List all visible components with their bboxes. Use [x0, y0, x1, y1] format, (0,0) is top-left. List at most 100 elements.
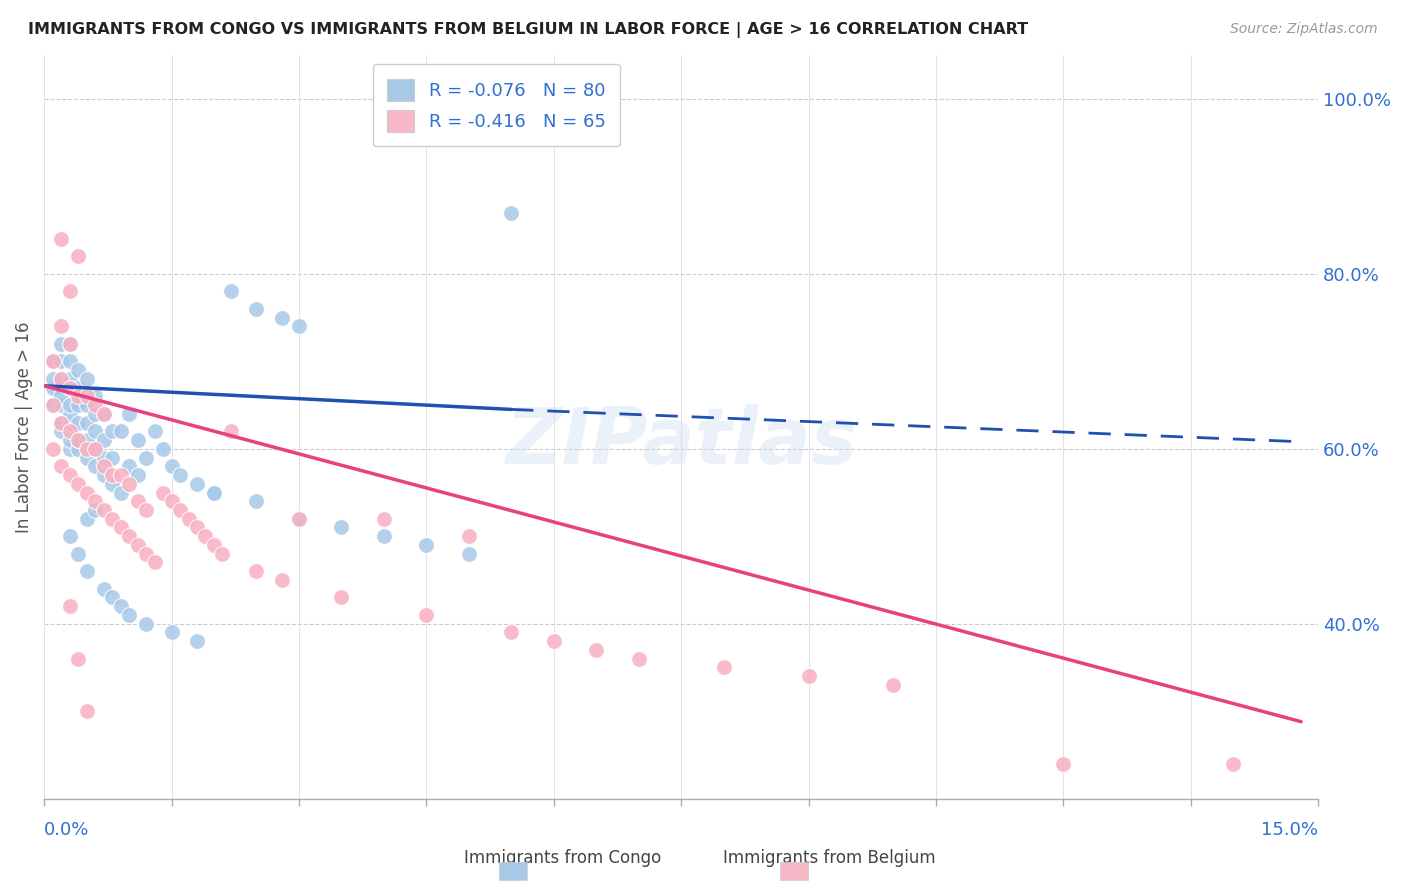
- Point: [93, 468, 115, 483]
- Point: [143, 424, 166, 438]
- Point: [93, 459, 115, 474]
- Point: [245, 494, 267, 508]
- Point: [41, 398, 63, 412]
- Text: IMMIGRANTS FROM CONGO VS IMMIGRANTS FROM BELGIUM IN LABOR FORCE | AGE > 16 CORRE: IMMIGRANTS FROM CONGO VS IMMIGRANTS FROM…: [28, 22, 1028, 38]
- Point: [135, 503, 157, 517]
- Point: [84, 442, 107, 456]
- Point: [219, 424, 242, 438]
- Point: [152, 442, 174, 456]
- Point: [41, 398, 63, 412]
- Point: [67, 651, 90, 665]
- Point: [135, 616, 157, 631]
- Point: [49, 336, 72, 351]
- Point: [118, 529, 141, 543]
- Point: [177, 512, 200, 526]
- Point: [58, 380, 80, 394]
- Point: [101, 476, 124, 491]
- Point: [110, 468, 132, 483]
- Point: [627, 651, 650, 665]
- Point: [84, 398, 107, 412]
- Point: [211, 547, 233, 561]
- Point: [67, 380, 90, 394]
- Point: [67, 389, 90, 403]
- Point: [93, 433, 115, 447]
- Point: [76, 372, 98, 386]
- Point: [58, 336, 80, 351]
- Point: [58, 529, 80, 543]
- Point: [49, 232, 72, 246]
- Point: [58, 354, 80, 368]
- Point: [76, 416, 98, 430]
- Point: [49, 398, 72, 412]
- Point: [127, 538, 149, 552]
- Point: [67, 249, 90, 263]
- Point: [169, 468, 191, 483]
- Point: [202, 538, 225, 552]
- Point: [160, 625, 183, 640]
- Point: [76, 512, 98, 526]
- Point: [58, 442, 80, 456]
- Point: [288, 319, 311, 334]
- Point: [93, 503, 115, 517]
- Point: [76, 564, 98, 578]
- Point: [101, 512, 124, 526]
- Point: [76, 398, 98, 412]
- Point: [84, 389, 107, 403]
- Point: [160, 494, 183, 508]
- Point: [41, 354, 63, 368]
- Point: [67, 363, 90, 377]
- Point: [194, 529, 217, 543]
- Point: [58, 433, 80, 447]
- Point: [415, 607, 437, 622]
- Text: Source: ZipAtlas.com: Source: ZipAtlas.com: [1230, 22, 1378, 37]
- Point: [797, 669, 820, 683]
- Point: [93, 407, 115, 421]
- Point: [882, 678, 904, 692]
- Point: [135, 450, 157, 465]
- Point: [271, 573, 294, 587]
- Point: [160, 459, 183, 474]
- Point: [67, 433, 90, 447]
- Point: [84, 503, 107, 517]
- Point: [76, 704, 98, 718]
- Point: [202, 485, 225, 500]
- Point: [219, 285, 242, 299]
- Point: [93, 582, 115, 596]
- Y-axis label: In Labor Force | Age > 16: In Labor Force | Age > 16: [15, 321, 32, 533]
- Point: [1222, 756, 1244, 771]
- Point: [373, 529, 395, 543]
- Text: Immigrants from Congo: Immigrants from Congo: [464, 849, 661, 867]
- Point: [202, 485, 225, 500]
- Point: [110, 424, 132, 438]
- Point: [49, 319, 72, 334]
- Point: [41, 354, 63, 368]
- Point: [76, 450, 98, 465]
- Point: [127, 494, 149, 508]
- Point: [127, 468, 149, 483]
- Point: [58, 599, 80, 614]
- Point: [543, 634, 565, 648]
- Point: [93, 450, 115, 465]
- Point: [67, 476, 90, 491]
- Point: [49, 372, 72, 386]
- Point: [67, 547, 90, 561]
- Point: [330, 520, 353, 534]
- Point: [245, 564, 267, 578]
- Point: [118, 607, 141, 622]
- Point: [1052, 756, 1074, 771]
- Point: [373, 512, 395, 526]
- Point: [186, 520, 208, 534]
- Point: [41, 372, 63, 386]
- Point: [118, 407, 141, 421]
- Point: [186, 634, 208, 648]
- Text: 15.0%: 15.0%: [1261, 821, 1319, 838]
- Point: [58, 380, 80, 394]
- Point: [49, 354, 72, 368]
- Point: [76, 485, 98, 500]
- Point: [152, 485, 174, 500]
- Text: Immigrants from Belgium: Immigrants from Belgium: [723, 849, 936, 867]
- Point: [245, 301, 267, 316]
- Point: [271, 310, 294, 325]
- Point: [41, 380, 63, 394]
- Point: [58, 336, 80, 351]
